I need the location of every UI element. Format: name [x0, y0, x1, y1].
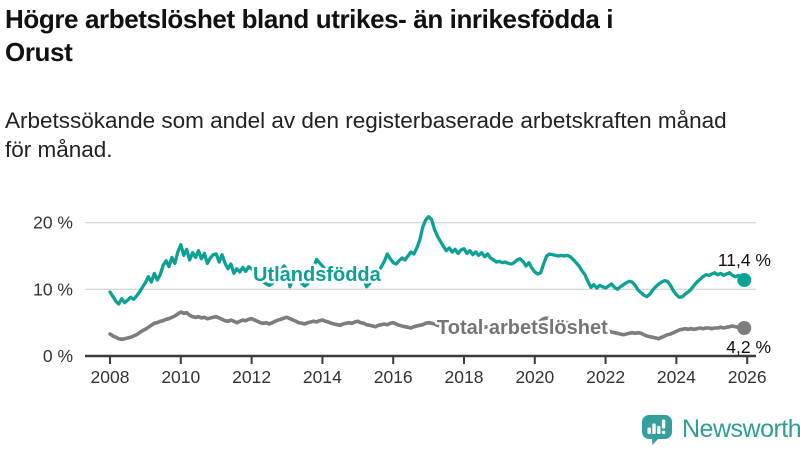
series-label-total: Total arbetslöshet: [437, 317, 608, 339]
newsworthy-chart-bubble-icon: [642, 415, 672, 445]
x-tick-label: 2008: [91, 367, 130, 387]
x-tick-label: 2020: [515, 367, 554, 387]
x-tick-label: 2016: [374, 367, 413, 387]
data-series-lines: [108, 215, 752, 342]
x-tick-label: 2018: [445, 367, 484, 387]
x-tick-label: 2014: [303, 367, 342, 387]
newsworthy-wordmark: Newsworthy: [682, 415, 800, 443]
chart-labels: 11,4 % 4,2 % Utlandsfödda Total arbetslöshe…: [251, 250, 772, 357]
end-dot-utlandsfodda: [737, 273, 752, 288]
end-dot-total: [737, 321, 752, 336]
page-title: Högre arbetslöshet bland utrikes- än inr…: [5, 3, 785, 69]
chart-subtitle: Arbetssökande som andel av den registerb…: [5, 106, 795, 164]
x-tick-label: 2026: [728, 367, 767, 387]
title-line-2: Orust: [5, 37, 73, 67]
line-utlandsfodda: [108, 215, 746, 306]
x-tick-label: 2010: [161, 367, 200, 387]
x-tick-label: 2022: [586, 367, 625, 387]
title-line-1: Högre arbetslöshet bland utrikes- än inr…: [5, 4, 614, 34]
subtitle-line-2: för månad.: [5, 137, 113, 162]
newsworthy-logo: Newsworthy: [640, 413, 800, 445]
y-tick-label: 0 %: [43, 346, 73, 366]
y-tick-label: 20 %: [33, 213, 73, 233]
line-total: [108, 310, 747, 342]
gridlines: [85, 222, 756, 291]
end-value-label: 11,4 %: [718, 250, 771, 270]
series-label-utlandsfodda: Utlandsfödda: [253, 264, 382, 286]
unemployment-line-chart: 2008 2010 2012 2014 2016 2018 2020 2022 2024 2026…: [33, 213, 772, 387]
axes: 2008 2010 2012 2014 2016 2018 2020 2022 2024 2026…: [33, 213, 767, 387]
end-value-label: 4,2 %: [726, 337, 771, 357]
y-tick-label: 10 %: [33, 279, 73, 299]
x-tick-label: 2024: [657, 367, 696, 387]
x-tick-label: 2012: [232, 367, 271, 387]
subtitle-line-1: Arbetssökande som andel av den registerb…: [5, 108, 727, 133]
